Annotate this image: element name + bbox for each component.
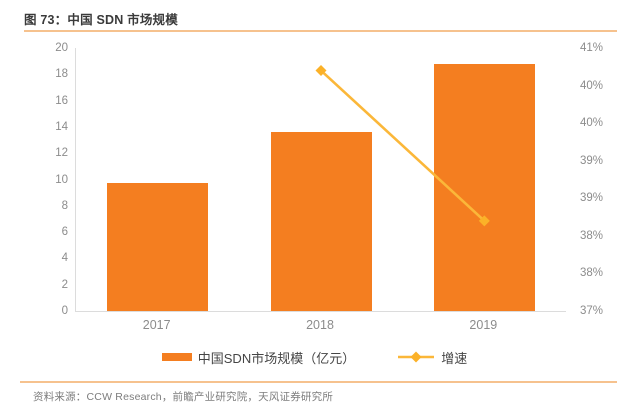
right-axis-tick-label: 39% — [580, 192, 604, 205]
left-axis-tick-label: 20 — [55, 42, 68, 54]
right-axis-ticks: 41% 40% 40% 39% 39% 38% 38% 37% — [580, 42, 625, 317]
plot-area — [75, 48, 566, 312]
line-series-label: 增速 — [441, 350, 468, 366]
footer-divider — [20, 381, 617, 383]
bar-2017 — [107, 183, 209, 311]
x-axis-label-2017: 2017 — [142, 318, 171, 332]
legend: 中国SDN市场规模（亿元） 增速 — [0, 347, 629, 367]
left-axis-ticks: 20 18 16 14 12 10 8 6 4 2 0 — [0, 42, 68, 317]
left-axis-tick-label: 10 — [55, 173, 68, 186]
left-axis-tick-label: 18 — [55, 68, 68, 81]
right-axis-tick-label: 39% — [580, 154, 604, 167]
legend-item-market-size: 中国SDN市场规模（亿元） — [161, 348, 356, 367]
left-axis-tick-label: 2 — [61, 278, 68, 291]
x-axis-labels: 2017 2018 2019 — [75, 318, 565, 334]
left-axis-tick-label: 4 — [61, 252, 68, 265]
left-axis-tick-label: 6 — [61, 226, 68, 239]
x-axis-label-2018: 2018 — [306, 318, 334, 332]
bar-series-label: 中国SDN市场规模（亿元） — [197, 350, 356, 366]
bar-2018 — [270, 132, 372, 311]
growth-line — [320, 69, 486, 222]
bar-2019 — [433, 63, 535, 311]
growth-marker-diamond-icon — [315, 65, 327, 77]
left-axis-tick-label: 8 — [61, 199, 68, 212]
right-axis-tick-label: 37% — [580, 305, 604, 317]
figure-title: 图 73：中国 SDN 市场规模 — [24, 13, 178, 27]
right-axis-tick-label: 38% — [580, 229, 604, 242]
legend-item-growth: 增速 — [397, 348, 467, 367]
source-note: 资料来源：CCW Research，前瞻产业研究院，天风证券研究所 — [33, 391, 334, 403]
right-axis-tick-label: 38% — [580, 267, 604, 280]
left-axis-tick-label: 12 — [55, 147, 68, 160]
left-axis-tick-label: 16 — [55, 94, 68, 107]
title-divider — [24, 30, 617, 32]
left-axis-tick-label: 14 — [55, 120, 68, 133]
right-axis-tick-label: 40% — [580, 117, 604, 130]
left-axis-tick-label: 0 — [61, 305, 68, 317]
bar-series-swatch-icon — [161, 353, 192, 361]
growth-line-series — [315, 65, 490, 227]
right-axis-tick-label: 40% — [580, 79, 604, 92]
x-axis-label-2019: 2019 — [469, 318, 498, 332]
line-series-swatch-icon — [398, 351, 435, 363]
growth-marker-diamond-icon — [478, 215, 490, 227]
right-axis-tick-label: 41% — [580, 42, 604, 54]
